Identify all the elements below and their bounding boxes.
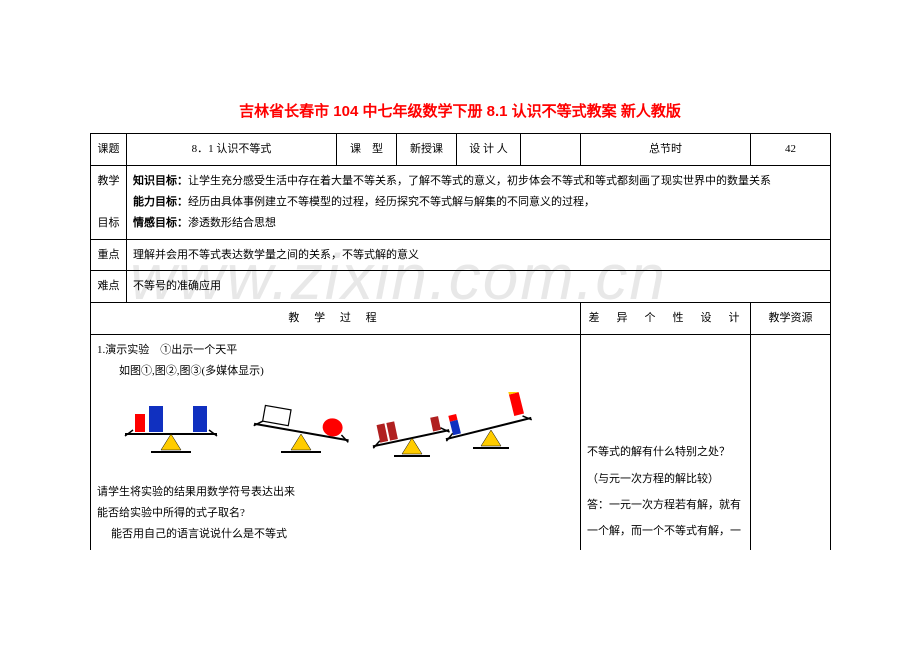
lesson-table: 课题 8．1 认识不等式 课 型 新授课 设 计 人 总节时 42 教学目标 知… xyxy=(90,133,831,550)
page-container: 吉林省长春市 104 中七年级数学下册 8.1 认识不等式教案 新人教版 课题 … xyxy=(0,0,920,550)
goal3-label: 情感目标： xyxy=(133,217,188,229)
section-diff: 差 异 个 性 设 计 xyxy=(581,303,751,335)
keypoint-row: 重点 理解并会用不等式表达数学量之间的关系，不等式解的意义 xyxy=(91,239,831,271)
diff-cell: 不等式的解有什么特别之处？（与元一次方程的解比较） 答：一元一次方程若有解，就有… xyxy=(581,335,751,550)
label-topic: 课题 xyxy=(91,134,127,166)
label-type: 课 型 xyxy=(337,134,397,166)
balance-1 xyxy=(125,406,217,452)
goals-content: 知识目标：让学生充分感受生活中存在着大量不等关系，了解不等式的意义，初步体会不等… xyxy=(127,165,831,239)
section-resource: 教学资源 xyxy=(751,303,831,335)
diff-p1: 不等式的解有什么特别之处？（与元一次方程的解比较） xyxy=(587,439,744,492)
goal1-text: 让学生充分感受生活中存在着大量不等关系，了解不等式的意义，初步体会不等式和等式都… xyxy=(188,175,771,187)
body-p4: 能否给实验中所得的式子取名? xyxy=(97,503,574,524)
body-p3: 请学生将实验的结果用数学符号表达出来 xyxy=(97,482,574,503)
goal2-label: 能力目标： xyxy=(133,196,188,208)
resource-cell xyxy=(751,335,831,550)
designer-value xyxy=(521,134,581,166)
balance-4 xyxy=(438,392,532,448)
type-value: 新授课 xyxy=(397,134,457,166)
goal2-text: 经历由具体事例建立不等模型的过程，经历探究不等式解与解集的不同意义的过程， xyxy=(188,196,595,208)
balance-3 xyxy=(369,411,450,456)
goal1-label: 知识目标： xyxy=(133,175,188,187)
goal3-text: 渗透数形结合思想 xyxy=(188,217,276,229)
body-p5: 能否用自己的语言说说什么是不等式 xyxy=(97,524,574,545)
body-p1: 1.演示实验 ①出示一个天平 xyxy=(97,340,574,361)
difficulty-row: 难点 不等号的准确应用 xyxy=(91,271,831,303)
diff-p2: 答：一元一次方程若有解，就有一个解，而一个不等式有解，一 xyxy=(587,492,744,545)
difficulty-value: 不等号的准确应用 xyxy=(127,271,831,303)
total-value: 42 xyxy=(751,134,831,166)
label-difficulty: 难点 xyxy=(91,271,127,303)
label-keypoint: 重点 xyxy=(91,239,127,271)
goals-row: 教学目标 知识目标：让学生充分感受生活中存在着大量不等关系，了解不等式的意义，初… xyxy=(91,165,831,239)
balance-diagrams xyxy=(97,382,574,482)
process-cell: 1.演示实验 ①出示一个天平 如图①,图②,图③(多媒体显示) xyxy=(91,335,581,550)
label-goals: 教学目标 xyxy=(91,165,127,239)
body-p2: 如图①,图②,图③(多媒体显示) xyxy=(97,361,574,382)
body-row: 1.演示实验 ①出示一个天平 如图①,图②,图③(多媒体显示) xyxy=(91,335,831,550)
page-title: 吉林省长春市 104 中七年级数学下册 8.1 认识不等式教案 新人教版 xyxy=(90,100,830,121)
header-row: 课题 8．1 认识不等式 课 型 新授课 设 计 人 总节时 42 xyxy=(91,134,831,166)
label-designer: 设 计 人 xyxy=(457,134,521,166)
topic-value: 8．1 认识不等式 xyxy=(127,134,337,166)
label-total: 总节时 xyxy=(581,134,751,166)
balance-svg xyxy=(117,392,537,472)
balance-2 xyxy=(254,404,352,452)
section-process: 教 学 过 程 xyxy=(91,303,581,335)
keypoint-value: 理解并会用不等式表达数学量之间的关系，不等式解的意义 xyxy=(127,239,831,271)
section-header-row: 教 学 过 程 差 异 个 性 设 计 教学资源 xyxy=(91,303,831,335)
